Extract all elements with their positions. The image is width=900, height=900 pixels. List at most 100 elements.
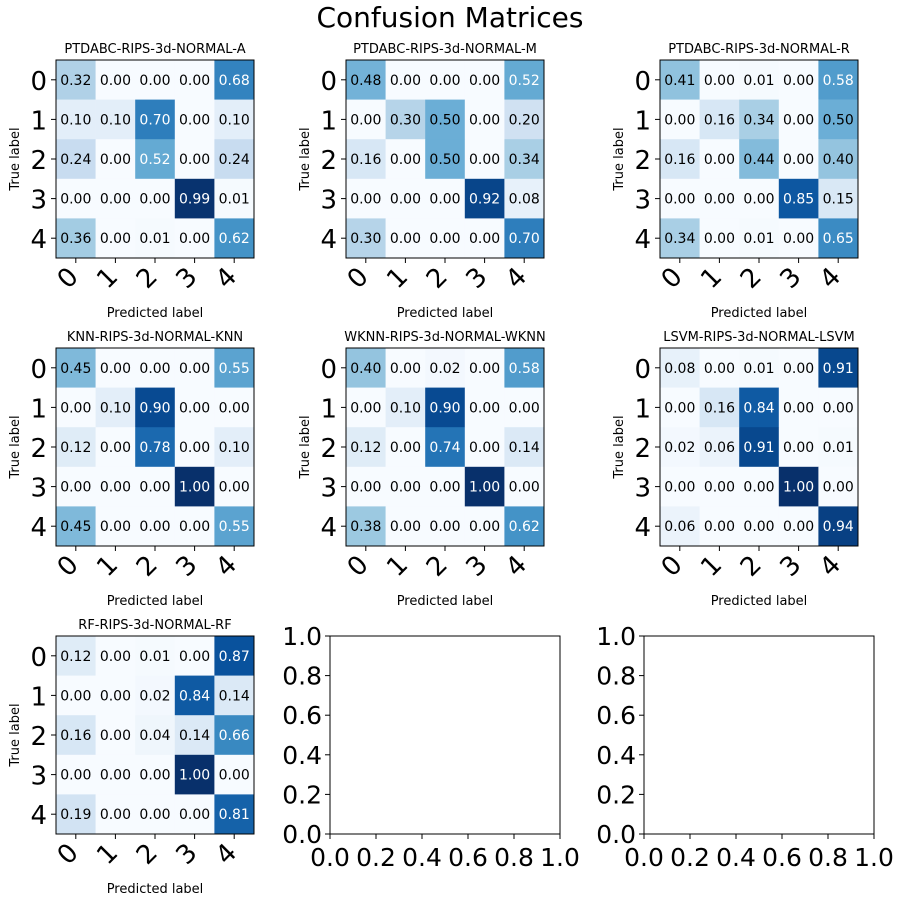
heatmap-cell	[174, 218, 215, 259]
panel-title: RF-RIPS-3d-NORMAL-RF	[78, 618, 231, 633]
cell-value-label: 0.50	[429, 112, 460, 128]
cell-value-label: 0.00	[390, 192, 421, 208]
heatmap-cell	[739, 387, 780, 428]
cell-value-label: 0.00	[350, 480, 381, 496]
panel-title: LSVM-RIPS-3d-NORMAL-LSVM	[663, 330, 855, 345]
x-axis-label: Predicted label	[107, 882, 204, 897]
heatmap-cell	[214, 348, 255, 388]
cell-value-label: 0.87	[219, 649, 250, 665]
cell-value-label: 0.00	[390, 152, 421, 168]
cell-value-label: 0.00	[704, 519, 735, 535]
cell-value-label: 0.00	[664, 480, 695, 496]
chart-panel-3: PTDABC-RIPS-3d-NORMAL-R 0.41 0.00 0.01 0.00 0…	[612, 42, 859, 321]
y-tick-label: 0.0	[282, 820, 322, 849]
x-tick-label: 3	[460, 262, 493, 295]
heatmap-cell	[504, 139, 545, 180]
cell-value-label: 0.91	[823, 361, 854, 377]
y-tick-label: 2	[30, 434, 47, 464]
heatmap-cell	[385, 178, 426, 219]
heatmap-cell	[464, 139, 505, 180]
cell-value-label: 0.00	[179, 400, 210, 416]
heatmap-cell	[425, 139, 466, 180]
heatmap-cell	[778, 139, 819, 180]
y-tick-label: 2	[634, 146, 651, 176]
x-tick-label: 0	[52, 262, 85, 295]
heatmap-cell	[425, 60, 466, 100]
cell-value-label: 0.00	[100, 361, 131, 377]
cell-value-label: 0.52	[139, 152, 170, 168]
heatmap-cell	[346, 178, 386, 219]
heatmap-cell	[135, 794, 176, 835]
cell-value-label: 0.16	[664, 152, 695, 168]
heatmap-cell	[739, 178, 780, 219]
heatmap-cell	[699, 506, 740, 547]
cell-value-label: 0.00	[390, 480, 421, 496]
cell-value-label: 0.00	[100, 728, 131, 744]
x-tick-label: 0.4	[402, 843, 442, 872]
heatmap-cell	[778, 178, 819, 219]
cell-value-label: 0.90	[429, 400, 460, 416]
heatmap-cell	[174, 675, 215, 716]
cell-value-label: 0.00	[390, 73, 421, 89]
cell-value-label: 0.74	[429, 440, 460, 456]
cell-value-label: 0.00	[390, 519, 421, 535]
heatmap-cell	[778, 60, 819, 100]
cell-value-label: 0.00	[60, 688, 91, 704]
heatmap-cell	[135, 178, 176, 219]
cell-value-label: 0.00	[100, 688, 131, 704]
x-tick-label: 0.6	[762, 843, 802, 872]
heatmap-cell	[214, 99, 255, 140]
cell-value-label: 0.00	[429, 519, 460, 535]
cell-value-label: 0.91	[743, 440, 774, 456]
heatmap-cell	[346, 218, 386, 259]
heatmap-cell	[346, 60, 386, 100]
figure-title: Confusion Matrices	[317, 1, 584, 34]
heatmap-cell	[818, 99, 859, 140]
heatmap-cell	[346, 348, 386, 388]
cell-value-label: 0.00	[100, 480, 131, 496]
cell-value-label: 0.34	[743, 112, 774, 128]
cell-value-label: 0.40	[350, 361, 381, 377]
cell-value-label: 0.00	[469, 231, 500, 247]
cell-value-label: 0.00	[179, 112, 210, 128]
cell-value-label: 0.00	[100, 768, 131, 784]
heatmap-cell	[56, 99, 96, 140]
y-tick-label: 1.0	[596, 622, 636, 651]
cell-value-label: 0.00	[219, 400, 250, 416]
cell-value-label: 0.00	[100, 231, 131, 247]
panel-title: WKNN-RIPS-3d-NORMAL-WKNN	[344, 330, 546, 345]
cell-value-label: 0.00	[509, 480, 540, 496]
cell-value-label: 0.00	[783, 361, 814, 377]
heatmap-cell	[504, 178, 545, 219]
cell-value-label: 0.62	[509, 519, 540, 535]
cell-value-label: 0.00	[390, 361, 421, 377]
heatmap-cell	[174, 715, 215, 756]
heatmap-cell	[95, 754, 136, 795]
cell-value-label: 0.00	[139, 73, 170, 89]
y-tick-label: 4	[30, 801, 47, 831]
heatmap-cell	[56, 466, 96, 507]
cell-value-label: 0.00	[429, 192, 460, 208]
cell-value-label: 0.00	[100, 192, 131, 208]
heatmap-cell	[56, 178, 96, 219]
x-tick-label: 0.8	[494, 843, 534, 872]
x-tick-label: 0.4	[716, 843, 756, 872]
cell-value-label: 0.00	[743, 519, 774, 535]
heatmap-cell	[346, 427, 386, 468]
heatmap-cell	[135, 466, 176, 507]
axes-frame	[329, 635, 561, 835]
heatmap-cell	[778, 218, 819, 259]
heatmap-cell	[660, 60, 700, 100]
y-tick-label: 2	[30, 146, 47, 176]
x-tick-label: 4	[814, 262, 847, 295]
chart-panel-5: WKNN-RIPS-3d-NORMAL-WKNN 0.40 0.00 0.02 0.00…	[298, 330, 546, 609]
x-tick-label: 0	[52, 550, 85, 583]
panel-title: PTDABC-RIPS-3d-NORMAL-A	[64, 42, 245, 57]
heatmap-cell	[660, 506, 700, 547]
cell-value-label: 0.50	[823, 112, 854, 128]
cell-value-label: 0.00	[100, 807, 131, 823]
cell-value-label: 0.00	[469, 440, 500, 456]
cell-value-label: 0.24	[60, 152, 91, 168]
cell-value-label: 1.00	[469, 480, 500, 496]
heatmap-cell	[818, 218, 859, 259]
